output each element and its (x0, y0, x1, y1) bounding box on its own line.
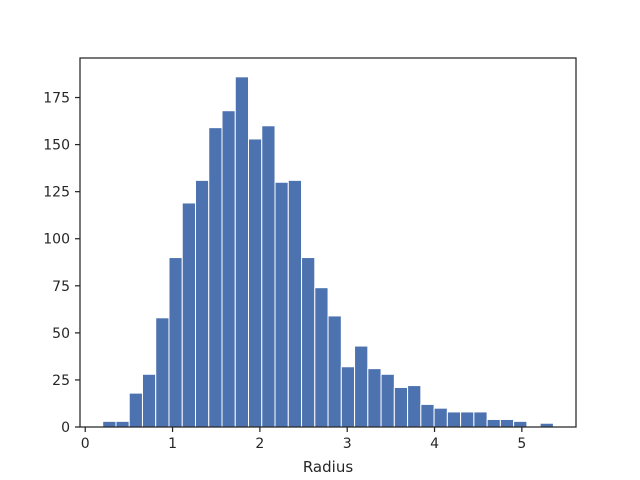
histogram-bar (155, 317, 170, 428)
histogram-bars (102, 76, 554, 428)
y-tick-label: 150 (43, 138, 70, 154)
x-tick-label: 4 (430, 436, 439, 452)
histogram-bar (181, 202, 196, 428)
histogram-bar (102, 420, 117, 428)
histogram-bar (367, 368, 382, 428)
histogram-bar (248, 138, 263, 428)
histogram-bar (473, 411, 488, 428)
y-tick-label: 25 (52, 373, 70, 389)
y-tick-label: 75 (52, 279, 70, 295)
histogram-bar (420, 403, 435, 428)
x-tick-label: 3 (343, 436, 352, 452)
histogram-bar (460, 411, 475, 428)
x-tick-label: 0 (81, 436, 90, 452)
x-tick-label: 5 (517, 436, 526, 452)
histogram-bar (261, 125, 276, 428)
histogram-bar (301, 257, 316, 428)
histogram-bar (486, 418, 501, 428)
x-axis-ticks: 0 1 2 3 4 5 (81, 427, 526, 452)
axes-frame (79, 57, 577, 428)
histogram-bar (141, 373, 157, 428)
histogram-bar (128, 392, 143, 428)
histogram-bar (194, 179, 210, 428)
histogram-bar (115, 420, 130, 428)
histogram-bar (354, 345, 369, 428)
histogram-bar (380, 373, 395, 428)
histogram-bar (208, 127, 223, 428)
histogram-bar (407, 385, 422, 428)
y-axis-ticks: 0 25 50 75 100 125 150 175 (43, 91, 80, 436)
histogram-bar (327, 315, 342, 428)
histogram-bar (287, 179, 303, 428)
histogram-bar (393, 386, 409, 428)
y-tick-label: 50 (52, 326, 70, 342)
histogram-bar (168, 257, 183, 428)
x-tick-label: 1 (168, 436, 177, 452)
histogram-bar (314, 287, 329, 428)
histogram-bar (221, 110, 236, 428)
y-tick-label: 0 (61, 420, 70, 436)
y-tick-label: 175 (43, 91, 70, 107)
histogram-bar (274, 181, 289, 428)
histogram-bar (513, 420, 528, 428)
histogram-bar (234, 76, 250, 428)
histogram-bar (433, 407, 448, 428)
histogram-bar (340, 366, 356, 428)
histogram-bar (499, 418, 515, 428)
histogram-bar (446, 411, 462, 428)
y-tick-label: 125 (43, 185, 70, 201)
x-axis-label: Radius (303, 458, 353, 476)
x-tick-label: 2 (255, 436, 264, 452)
y-tick-label: 100 (43, 232, 70, 248)
